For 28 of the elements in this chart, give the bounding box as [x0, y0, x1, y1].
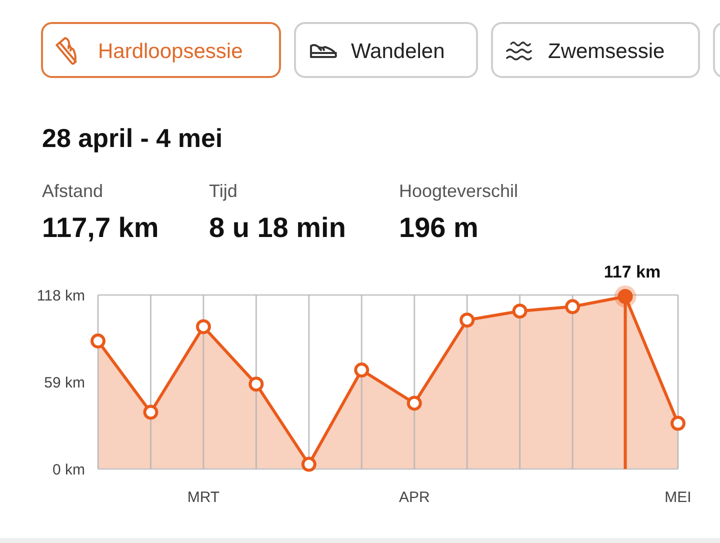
- text: Hoogteverschil: [399, 181, 518, 201]
- point: [670, 416, 686, 431]
- point: [354, 362, 370, 378]
- text: Zwemsessie: [548, 40, 665, 63]
- point: [512, 304, 528, 319]
- text: Hardloopsessie: [98, 40, 243, 63]
- point: [460, 312, 475, 328]
- text: 8 u 18 min: [209, 212, 346, 243]
- point: [143, 404, 158, 420]
- x-tick-label: APR: [398, 489, 430, 506]
- point: [196, 319, 211, 334]
- point: [248, 376, 264, 392]
- y-tick-label: 0 km: [52, 461, 85, 478]
- y-tick-label: 118 km: [36, 287, 85, 304]
- text: 196 m: [399, 212, 478, 243]
- point: [565, 299, 580, 314]
- text: Wandelen: [351, 40, 445, 63]
- text: Afstand: [42, 181, 104, 201]
- point: [90, 334, 106, 349]
- x-tick-label: MRT: [187, 489, 220, 506]
- point: [301, 456, 316, 472]
- y-tick-label: 59 km: [44, 374, 85, 392]
- chart-title: 28 april - 4 mei: [42, 123, 223, 153]
- x-tick-label: MEI: [664, 489, 692, 506]
- annotation: 117 km: [604, 262, 661, 282]
- text: 117,7 km: [42, 212, 159, 243]
- text: Tijd: [209, 181, 238, 201]
- point: [406, 396, 422, 411]
